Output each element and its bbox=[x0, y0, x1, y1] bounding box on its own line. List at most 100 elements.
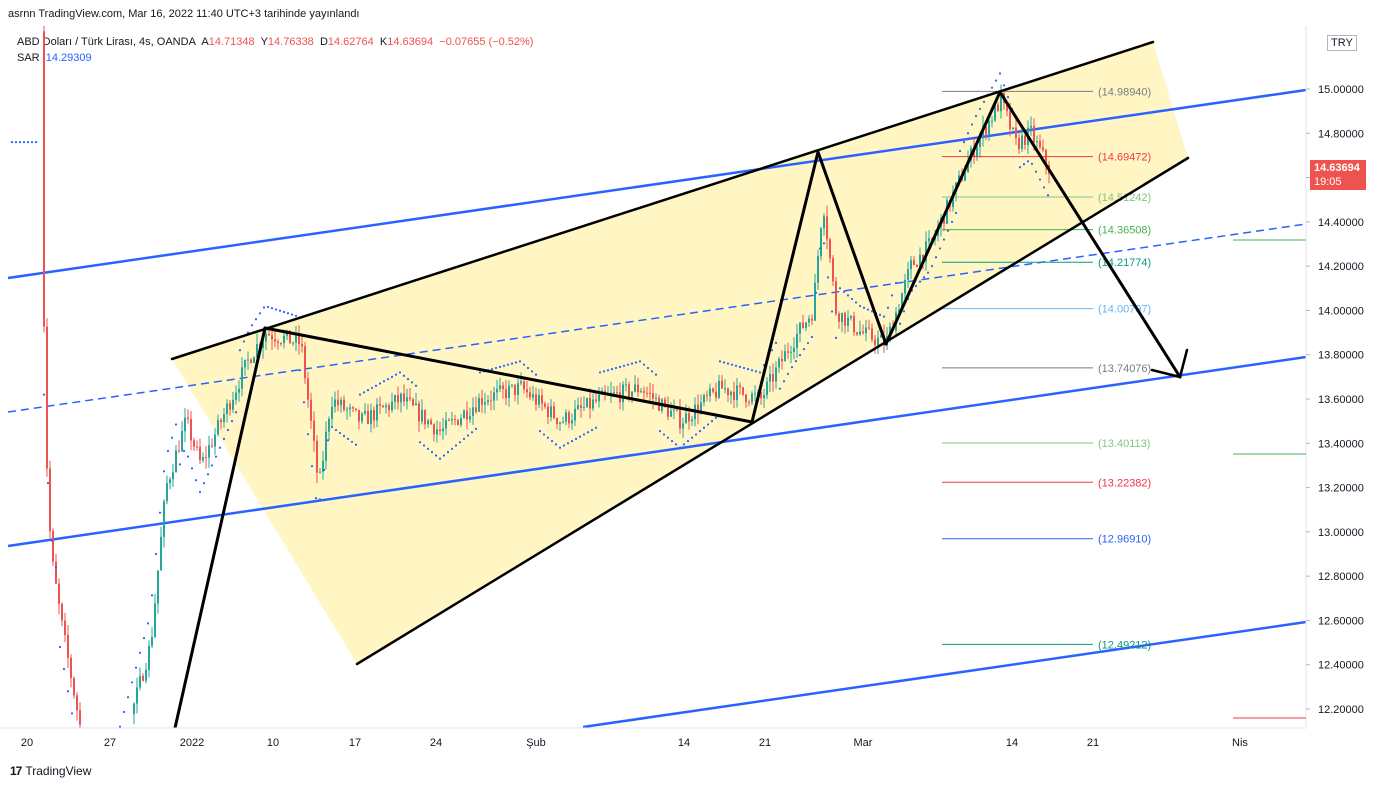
y-tick-label: 13.00000 bbox=[1318, 527, 1364, 539]
candle-body bbox=[832, 258, 834, 282]
wedge-lower-trendline[interactable] bbox=[355, 156, 1190, 666]
sar-dot bbox=[226, 428, 230, 432]
candle-body bbox=[691, 419, 693, 422]
candle-body bbox=[61, 603, 63, 621]
candle-body bbox=[499, 385, 501, 389]
candle-body bbox=[250, 359, 252, 363]
sar-dot bbox=[270, 307, 274, 310]
candle-body bbox=[355, 408, 357, 410]
sar-dot bbox=[358, 393, 362, 396]
sar-label[interactable]: SAR bbox=[17, 52, 40, 64]
sar-dot bbox=[830, 310, 834, 313]
price-chart[interactable]: (14.98940)(14.69472)(14.51242)(14.36508)… bbox=[0, 26, 1386, 756]
projection-leg[interactable] bbox=[998, 90, 1182, 379]
candle-body bbox=[727, 388, 729, 395]
y-tick-label: 12.20000 bbox=[1318, 704, 1364, 716]
candle-body bbox=[667, 404, 669, 417]
sar-dot bbox=[346, 437, 350, 440]
candle-body bbox=[799, 322, 801, 334]
sar-dot bbox=[782, 380, 786, 383]
sar-dot bbox=[1018, 166, 1022, 169]
candle-body bbox=[709, 388, 711, 397]
sar-dot bbox=[566, 442, 570, 445]
candle-body bbox=[52, 531, 54, 562]
sar-dot bbox=[474, 427, 478, 430]
sar-dot bbox=[870, 310, 874, 313]
channel-lower-line[interactable] bbox=[582, 620, 1307, 729]
candle-body bbox=[313, 420, 315, 441]
candle-body bbox=[292, 342, 294, 344]
candle-body bbox=[253, 357, 255, 363]
candle-body bbox=[394, 395, 396, 402]
sar-dot bbox=[442, 454, 446, 457]
sar-dot bbox=[258, 312, 262, 315]
candle-body bbox=[829, 239, 831, 259]
sar-dot bbox=[430, 451, 434, 454]
wedge-upper-trendline[interactable] bbox=[170, 40, 1155, 361]
wave-leg-1[interactable] bbox=[173, 326, 267, 730]
sar-dot bbox=[366, 389, 370, 392]
channel-midline-dashed[interactable] bbox=[7, 223, 1307, 413]
candle-body bbox=[265, 333, 267, 342]
sar-dot bbox=[326, 439, 330, 442]
candle-body bbox=[706, 395, 708, 397]
fib-level-label: (14.98940) bbox=[1098, 86, 1151, 98]
candle-body bbox=[358, 409, 360, 422]
wave-leg-4[interactable] bbox=[816, 150, 888, 346]
symbol-legend: ABD Doları / Türk Lirası, 4s, OANDA A14.… bbox=[17, 36, 533, 48]
sar-dot bbox=[962, 141, 966, 144]
channel-upper-line[interactable] bbox=[7, 88, 1307, 280]
candle-body bbox=[472, 407, 474, 417]
candle-body bbox=[454, 419, 456, 421]
candle-body bbox=[985, 126, 987, 135]
candle-body bbox=[349, 407, 351, 410]
candle-body bbox=[523, 381, 525, 390]
sar-dot bbox=[178, 463, 182, 466]
candle-body bbox=[784, 351, 786, 362]
sar-dot bbox=[898, 322, 902, 325]
candle-body bbox=[868, 327, 870, 329]
candle-body bbox=[733, 391, 735, 401]
sar-dot bbox=[142, 637, 146, 640]
sar-dot bbox=[134, 666, 138, 669]
sar-dot bbox=[894, 281, 898, 285]
fib-level-label: (14.00797) bbox=[1098, 304, 1151, 316]
candle-body bbox=[562, 421, 564, 423]
y-tick-label: 14.40000 bbox=[1318, 217, 1364, 229]
rising-wedge-area[interactable] bbox=[172, 42, 1188, 664]
change-value: −0.07655 (−0.52%) bbox=[439, 36, 534, 48]
wave-leg-3[interactable] bbox=[750, 150, 820, 424]
sar-dot bbox=[354, 443, 358, 446]
symbol-name[interactable]: ABD Doları / Türk Lirası, 4s, OANDA bbox=[17, 36, 196, 48]
y-axis-area bbox=[1306, 26, 1386, 756]
candle-body bbox=[844, 312, 846, 326]
sar-dot bbox=[414, 384, 418, 387]
sar-dot bbox=[682, 443, 686, 446]
candle-body bbox=[400, 393, 402, 403]
candle-body bbox=[634, 384, 636, 392]
sar-dot bbox=[194, 479, 198, 482]
wave-leg-2[interactable] bbox=[263, 326, 754, 424]
candle-body bbox=[544, 403, 546, 407]
candle-body bbox=[166, 483, 168, 502]
sar-dot bbox=[314, 497, 318, 500]
arrow-head-right[interactable] bbox=[1178, 348, 1189, 379]
candle-body bbox=[865, 327, 867, 334]
sar-dot bbox=[966, 132, 970, 135]
arrow-head-left[interactable] bbox=[1150, 368, 1182, 379]
sar-dot bbox=[634, 361, 638, 364]
candle-body bbox=[73, 678, 75, 696]
currency-badge[interactable]: TRY bbox=[1327, 35, 1357, 51]
sar-dot bbox=[678, 446, 682, 449]
candle-body bbox=[769, 374, 771, 382]
sar-dot bbox=[558, 446, 562, 449]
sar-dot bbox=[418, 441, 422, 444]
sar-dot bbox=[1030, 162, 1034, 165]
candle-body bbox=[460, 418, 462, 425]
sar-dot bbox=[398, 371, 402, 374]
sar-dot bbox=[250, 324, 254, 327]
sar-dot bbox=[582, 433, 586, 436]
candle-body bbox=[952, 192, 954, 207]
wave-leg-5[interactable] bbox=[884, 90, 1002, 346]
candle-body bbox=[346, 409, 348, 411]
